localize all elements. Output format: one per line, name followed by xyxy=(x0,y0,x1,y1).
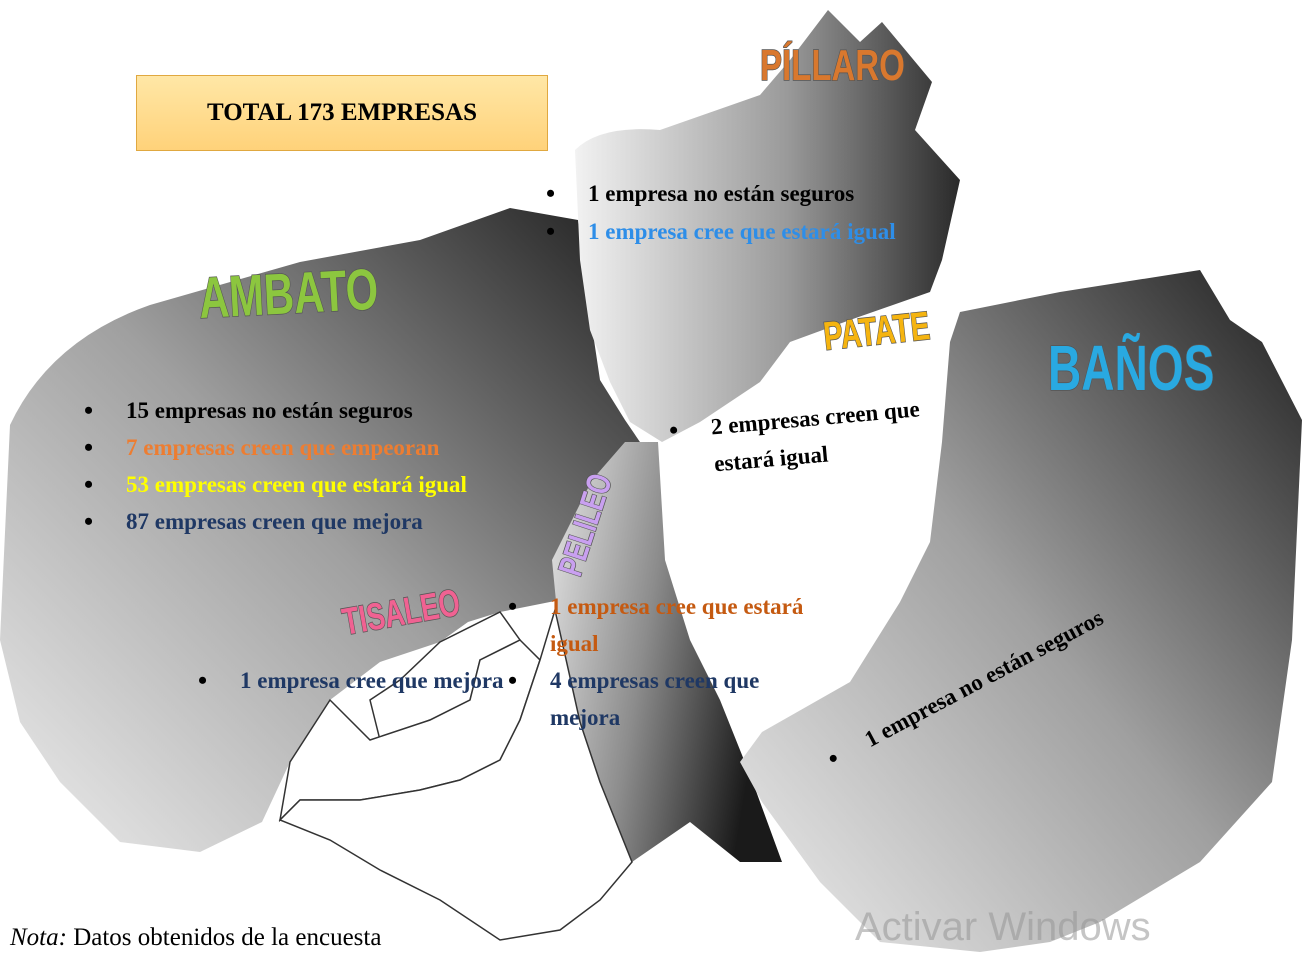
total-box: TOTAL 173 EMPRESAS xyxy=(136,75,548,151)
region-name: PÍLLARO xyxy=(760,40,905,90)
region-item: 1 empresa cree que mejora xyxy=(198,662,530,699)
region-item: 1 empresa cree que estará igual xyxy=(546,213,1068,250)
region-name: AMBATO xyxy=(197,256,380,331)
region-item: 87 empresas creen que mejora xyxy=(84,503,646,540)
region-item: 1 empresa cree que estará igual xyxy=(508,588,850,662)
region-item: 1 empresa no están seguros xyxy=(546,175,1068,212)
region-name: BAÑOS xyxy=(1048,333,1214,404)
region-item: 4 empresas creen que mejora xyxy=(508,662,810,736)
region-item: 53 empresas creen que estará igual xyxy=(84,466,646,503)
page: {"title": "TOTAL 173 EMPRESAS", "regions… xyxy=(0,0,1304,970)
note: Nota: Datos obtenidos de la encuesta xyxy=(10,924,381,952)
watermark: Activar Windows xyxy=(855,905,1151,950)
note-text: Datos obtenidos de la encuesta xyxy=(73,924,381,951)
note-label: Nota: xyxy=(10,924,67,951)
region-item: 15 empresas no están seguros xyxy=(84,392,646,429)
region-item: 7 empresas creen que empeoran xyxy=(84,429,646,466)
total-text: TOTAL 173 EMPRESAS xyxy=(207,99,477,127)
